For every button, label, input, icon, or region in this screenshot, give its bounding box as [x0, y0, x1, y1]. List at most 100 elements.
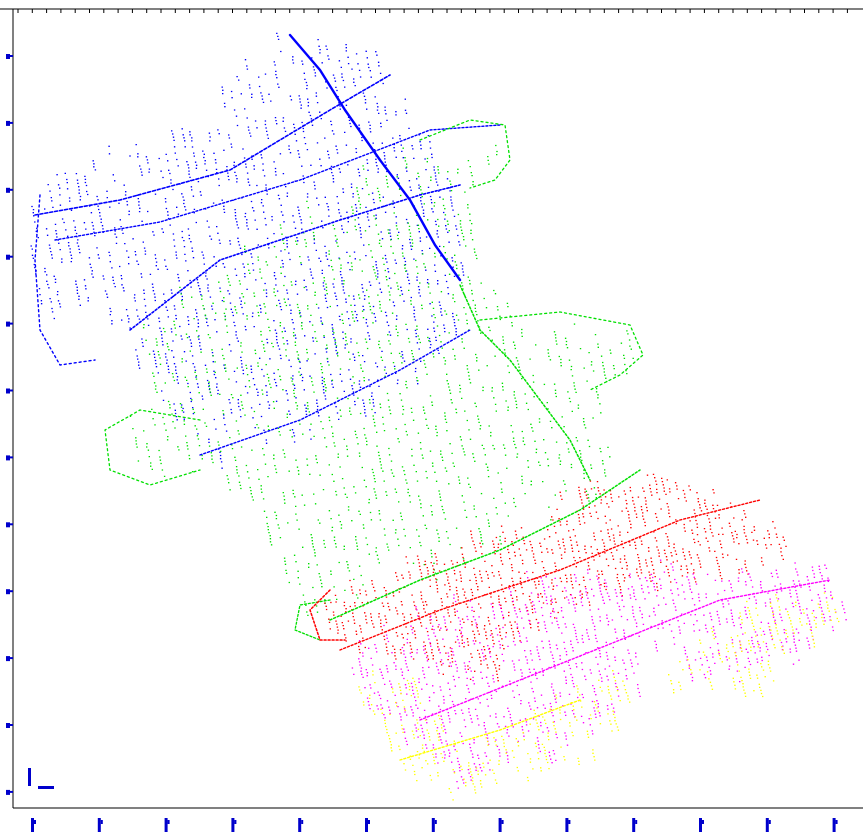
track-segment [391, 202, 399, 240]
track-segment [375, 261, 383, 293]
track-segment [537, 758, 542, 772]
track-segment [430, 504, 433, 516]
track-segment [620, 342, 628, 375]
track-segment [106, 190, 111, 208]
track-segment [320, 362, 327, 392]
track-segment [533, 396, 541, 423]
track-segment [526, 570, 533, 594]
track-segment [543, 538, 549, 553]
green-tie-line-2 [459, 284, 591, 481]
track-segment [164, 353, 170, 374]
track-segment [475, 767, 483, 788]
track-segment [430, 561, 439, 593]
track-segment [738, 670, 747, 698]
track-segment [245, 464, 254, 501]
track-segment [627, 649, 635, 674]
track-segment [583, 477, 590, 502]
track-segment [38, 287, 43, 305]
track-segment [570, 640, 578, 668]
track-segment [439, 661, 444, 675]
track-segment [432, 353, 435, 358]
track-segment [721, 600, 728, 623]
track-segment [45, 228, 53, 259]
track-segment [668, 674, 675, 694]
track-segment [540, 694, 546, 709]
left-axis-ticks [6, 54, 13, 795]
track-segment [381, 350, 387, 375]
track-segment [362, 524, 370, 555]
track-segment [233, 321, 239, 342]
track-segment [151, 408, 156, 426]
track-segment [364, 338, 369, 350]
track-segment [259, 304, 262, 313]
track-segment [479, 642, 485, 661]
track-segment [637, 496, 646, 527]
track-segment [518, 659, 524, 681]
track-segment [511, 577, 521, 610]
track-segment [268, 326, 274, 348]
track-segment [452, 312, 457, 336]
track-segment [338, 258, 345, 285]
track-segment [365, 668, 372, 689]
track-segment [379, 403, 386, 432]
track-segment [328, 510, 332, 520]
track-segment [560, 606, 567, 628]
track-segment [575, 436, 585, 475]
track-segment [588, 351, 595, 372]
track-segment [454, 254, 460, 276]
track-segment [415, 259, 421, 284]
track-segment [556, 508, 562, 526]
track-segment [422, 406, 430, 430]
track-segment [682, 548, 689, 574]
track-segment [461, 282, 466, 296]
track-segment [188, 336, 194, 357]
track-segment [298, 371, 301, 377]
track-segment [474, 402, 482, 430]
track-segment [718, 533, 724, 559]
track-segment [448, 788, 454, 801]
track-segment [549, 612, 553, 624]
track-segment [358, 658, 364, 679]
track-segment [495, 654, 501, 670]
track-segment [652, 473, 658, 486]
track-segment [230, 90, 239, 127]
track-segment [475, 516, 484, 545]
track-segment [271, 215, 275, 235]
track-segment [361, 466, 370, 504]
track-segment [265, 363, 272, 389]
track-segment [529, 650, 538, 680]
track-segment [447, 682, 457, 715]
track-segment [489, 634, 494, 648]
track-segment [288, 145, 292, 154]
track-segment [194, 371, 200, 394]
track-segment [294, 280, 299, 295]
track-segment [380, 231, 384, 240]
track-segment [185, 435, 194, 473]
track-segment [316, 142, 322, 167]
track-segment [346, 311, 351, 326]
track-segment [279, 224, 286, 251]
track-segment [370, 613, 375, 628]
track-segment [522, 732, 529, 755]
track-segment [346, 251, 351, 271]
bottom-tick-notch [768, 820, 771, 824]
track-segment [316, 197, 324, 229]
track-segment [806, 637, 811, 649]
track-segment [412, 677, 422, 704]
track-segment [508, 611, 515, 639]
track-segment [690, 614, 695, 632]
track-segment [524, 649, 531, 674]
track-segment [366, 159, 369, 171]
blue-loop-left [34, 194, 96, 366]
track-segment [656, 488, 662, 510]
track-segment [227, 290, 234, 317]
track-segment [434, 252, 436, 258]
track-segment [213, 370, 219, 395]
track-segment [334, 402, 340, 421]
track-segment [626, 330, 634, 360]
track-segment [325, 45, 330, 60]
track-segment [356, 187, 362, 209]
track-segment [444, 626, 448, 631]
track-segment [385, 643, 389, 655]
track-segment [456, 757, 465, 784]
